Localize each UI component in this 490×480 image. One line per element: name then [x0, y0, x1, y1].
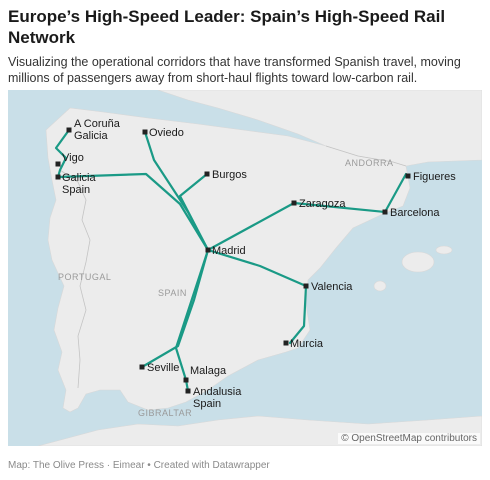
city-label-murcia: Murcia — [290, 338, 324, 350]
city-label-malaga: Malaga — [190, 365, 227, 377]
city-marker-murcia[interactable] — [283, 340, 289, 346]
city-marker-vigo[interactable] — [55, 161, 61, 167]
city-marker-burgos[interactable] — [204, 171, 210, 177]
rail-route-5 — [206, 172, 408, 252]
city-markers: A Coruña Galicia Oviedo Vigo Galicia Spain Bur… — [55, 118, 456, 410]
label-andorra: ANDORRA — [345, 158, 394, 168]
city-label-oviedo: Oviedo — [149, 127, 184, 139]
rail-route-8 — [174, 248, 210, 393]
label-gibraltar: GIBRALTAR — [138, 408, 192, 418]
map-svg: ANDORRA PORTUGAL SPAIN GIBRALTAR A Coruñ… — [8, 90, 482, 446]
island-mallorca — [401, 251, 435, 273]
city-label-madrid: Madrid — [212, 245, 246, 257]
island-menorca — [435, 245, 453, 255]
city-label-andalusia: Andalusia Spain — [193, 386, 242, 410]
border-france — [325, 145, 407, 167]
city-marker-zaragoza[interactable] — [291, 200, 297, 206]
rail-route-2 — [56, 172, 210, 252]
chart-title: Europe’s High-Speed Leader: Spain’s High… — [8, 7, 446, 47]
city-marker-barcelona[interactable] — [382, 209, 388, 215]
city-label-valencia: Valencia — [311, 281, 353, 293]
city-marker-madrid[interactable] — [205, 247, 211, 253]
city-label-zaragoza: Zaragoza — [299, 198, 346, 210]
city-label-burgos: Burgos — [212, 169, 247, 181]
rail-route-4 — [178, 172, 210, 252]
map[interactable]: ANDORRA PORTUGAL SPAIN GIBRALTAR A Coruñ… — [8, 90, 482, 446]
chart-subtitle: Visualizing the operational corridors th… — [8, 55, 461, 85]
rail-route-7 — [140, 248, 210, 369]
city-label-vigo: Vigo — [62, 152, 84, 164]
city-marker-a-coruna[interactable] — [66, 127, 72, 133]
city-label-a-coruna: A Coruña Galicia — [74, 118, 121, 142]
map-attribution: © OpenStreetMap contributors — [338, 433, 480, 444]
city-label-galicia: Galicia Spain — [62, 172, 97, 196]
city-label-barcelona: Barcelona — [390, 207, 440, 219]
chart-footer: Map: The Olive Press · Eimear • Created … — [8, 460, 270, 471]
city-marker-oviedo[interactable] — [142, 129, 148, 135]
rail-route-1 — [54, 128, 71, 179]
city-label-seville: Seville — [147, 362, 179, 374]
island-ibiza — [373, 280, 387, 292]
city-label-figueres: Figueres — [413, 171, 456, 183]
city-marker-figueres[interactable] — [405, 173, 411, 179]
border-portugal — [59, 169, 91, 389]
city-marker-andalusia[interactable] — [185, 388, 191, 394]
city-marker-malaga[interactable] — [183, 377, 189, 383]
label-spain: SPAIN — [158, 288, 187, 298]
city-marker-seville[interactable] — [139, 364, 145, 370]
city-marker-valencia[interactable] — [303, 283, 309, 289]
city-marker-galicia[interactable] — [55, 174, 61, 180]
label-portugal: PORTUGAL — [58, 272, 111, 282]
